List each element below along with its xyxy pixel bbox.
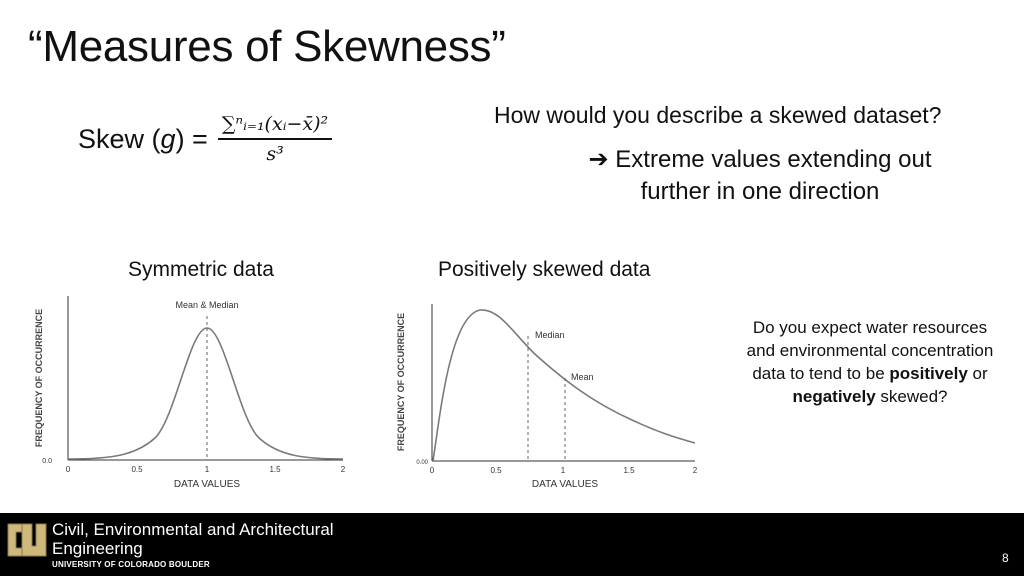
side-question-text: Do you expect water resources and enviro…: [746, 318, 994, 383]
symmetric-curve: [67, 327, 344, 460]
department-name-line2: Engineering: [52, 539, 143, 558]
x-tick-label: 0: [430, 466, 435, 475]
skewed-distribution-figure: Median Mean 0.00 0 0.5 1 1.5 2 DATA VALU…: [396, 304, 698, 490]
answer-line-2: further in one direction: [640, 178, 880, 205]
formula-suffix: ) =: [175, 123, 208, 154]
department-name-line1: Civil, Environmental and Architectural: [52, 520, 334, 539]
page-number: 8: [1002, 551, 1009, 565]
x-tick-label: 0: [66, 465, 71, 474]
arrow-icon: ➔: [588, 146, 609, 173]
x-tick-label: 1: [561, 466, 566, 475]
side-question-positively: positively: [889, 364, 968, 383]
skewed-curve: [432, 309, 696, 462]
symmetric-label: Symmetric data: [128, 258, 274, 281]
x-axis-label: DATA VALUES: [532, 479, 598, 490]
answer-text: ➔ Extreme values extending out further i…: [560, 144, 960, 208]
side-question-or: or: [972, 364, 988, 383]
x-tick-label: 1: [205, 465, 210, 474]
y-axis-label: FREQUENCY OF OCCURRENCE: [34, 309, 44, 447]
mean-median-annotation: Mean & Median: [175, 300, 238, 310]
cu-logo-icon: [7, 523, 47, 557]
side-question-negatively: negatively: [792, 387, 876, 406]
y-tick-label: 0.00: [416, 460, 428, 466]
y-axis-label: FREQUENCY OF OCCURRENCE: [396, 313, 406, 451]
skewed-label: Positively skewed data: [438, 258, 651, 281]
side-question: Do you expect water resources and enviro…: [744, 316, 996, 408]
answer-line-1: Extreme values extending out: [615, 146, 932, 173]
formula-prefix: Skew (: [78, 123, 161, 154]
mean-annotation: Mean: [571, 372, 594, 382]
x-tick-label: 0.5: [490, 466, 502, 475]
x-tick-label: 1.5: [269, 465, 281, 474]
side-question-end: skewed?: [880, 387, 948, 406]
question-text: How would you describe a skewed dataset?: [494, 102, 942, 128]
x-axis-label: DATA VALUES: [174, 479, 240, 490]
x-tick-label: 0.5: [131, 465, 143, 474]
formula-fraction: ∑ⁿᵢ₌₁(xᵢ−x̄)² s³: [217, 113, 333, 165]
skew-formula: Skew (g) = ∑ⁿᵢ₌₁(xᵢ−x̄)² s³: [78, 104, 333, 174]
formula-denominator: s³: [266, 143, 284, 165]
x-tick-label: 2: [693, 466, 698, 475]
footer-bar: [0, 513, 1024, 576]
y-tick-label: 0.0: [42, 458, 52, 465]
university-name: UNIVERSITY OF COLORADO BOULDER: [52, 560, 210, 569]
formula-variable: g: [160, 123, 176, 154]
median-annotation: Median: [535, 330, 565, 340]
x-tick-label: 2: [341, 465, 346, 474]
formula-numerator: ∑ⁿᵢ₌₁(xᵢ−x̄)²: [217, 113, 333, 140]
x-tick-label: 1.5: [623, 466, 635, 475]
symmetric-distribution-figure: Mean & Median 0.0 0 0.5 1 1.5 2 DATA VAL…: [34, 296, 346, 490]
slide-title: “Measures of Skewness”: [28, 22, 506, 71]
